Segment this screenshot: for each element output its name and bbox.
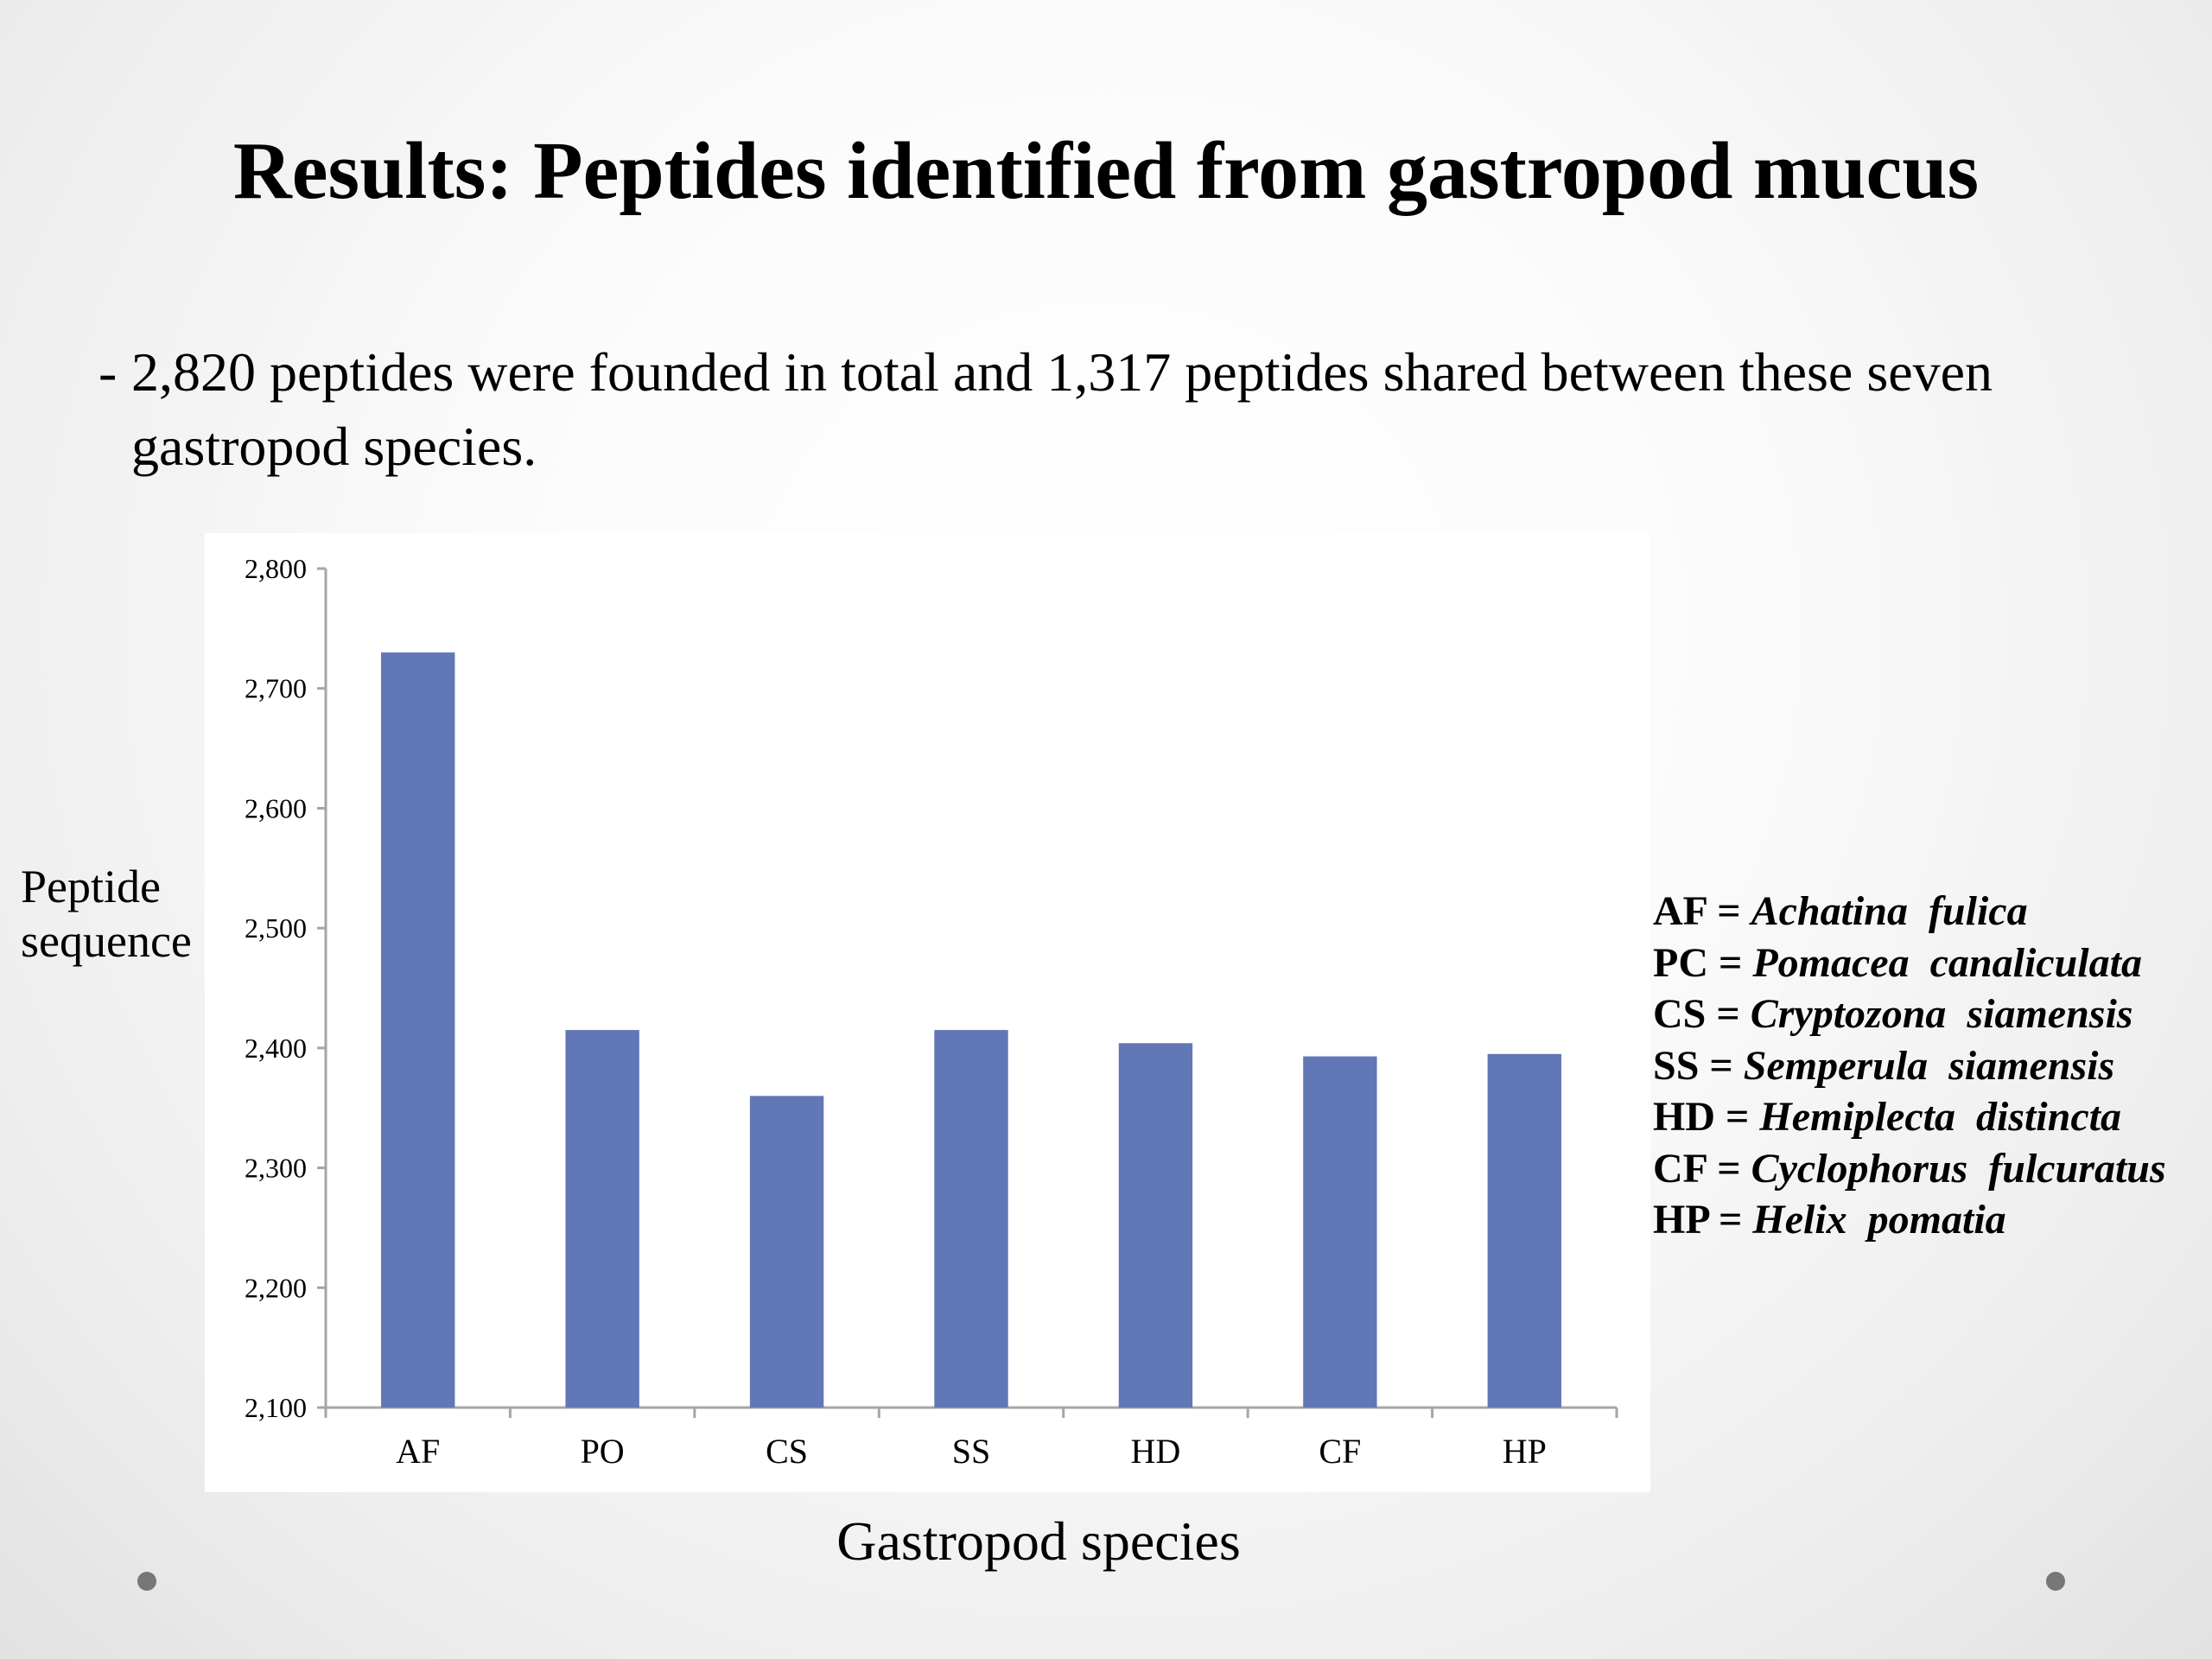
- slide-decoration-dot-right: [2046, 1572, 2065, 1591]
- x-axis-label: Gastropod species: [836, 1510, 1241, 1572]
- bar-cf: [1303, 1056, 1377, 1408]
- legend-species-name: Pomacea canaliculata: [1752, 939, 2142, 986]
- slide-title: Results: Peptides identified from gastro…: [232, 126, 1980, 216]
- bar-po: [565, 1030, 639, 1408]
- legend-species-name: Hemiplecta distincta: [1759, 1094, 2121, 1140]
- species-legend: AF = Achatina fulica PC = Pomacea canali…: [1653, 886, 2166, 1246]
- legend-species-name: Cyclophorus fulcuratus: [1751, 1145, 2166, 1192]
- legend-entry-pc: PC = Pomacea canaliculata: [1653, 938, 2166, 989]
- bullet-dash: -: [99, 341, 118, 403]
- x-tick-label: AF: [396, 1432, 440, 1471]
- legend-entry-hd: HD = Hemiplecta distincta: [1653, 1091, 2166, 1143]
- x-tick-label: SS: [952, 1432, 991, 1471]
- bar-hd: [1118, 1043, 1193, 1408]
- bar-cs: [749, 1096, 824, 1408]
- legend-code: PC =: [1653, 939, 1743, 986]
- y-axis-label: Peptide sequence: [21, 860, 192, 969]
- legend-species-name: Helix pomatia: [1752, 1197, 2006, 1243]
- legend-species-name: Semperula siamensis: [1743, 1042, 2115, 1089]
- y-tick-label: 2,200: [245, 1272, 307, 1303]
- bar-af: [381, 652, 455, 1408]
- legend-entry-af: AF = Achatina fulica: [1653, 886, 2166, 938]
- y-tick-label: 2,700: [245, 673, 307, 704]
- legend-entry-hp: HP = Helix pomatia: [1653, 1194, 2166, 1246]
- legend-code: HD =: [1653, 1094, 1750, 1140]
- bar-hp: [1487, 1053, 1561, 1408]
- bar-ss: [934, 1030, 1008, 1408]
- legend-species-name: Achatina fulica: [1751, 888, 2028, 934]
- x-tick-label: CS: [766, 1432, 808, 1471]
- legend-code: SS =: [1653, 1042, 1733, 1089]
- legend-species-name: Cryptozona siamensis: [1750, 991, 2133, 1037]
- chart-panel: 2,100 2,200 2,300 2,400 2,500 2,600 2,700 2,800…: [205, 533, 1650, 1492]
- legend-entry-cs: CS = Cryptozona siamensis: [1653, 988, 2166, 1040]
- legend-entry-ss: SS = Semperula siamensis: [1653, 1040, 2166, 1092]
- x-tick-label: PO: [581, 1432, 625, 1471]
- y-tick-label: 2,500: [245, 912, 307, 944]
- slide-decoration-dot-left: [137, 1572, 156, 1591]
- y-tick-label: 2,800: [245, 553, 307, 584]
- legend-code: CS =: [1653, 991, 1740, 1037]
- legend-code: CF =: [1653, 1145, 1741, 1192]
- bullet-text: 2,820 peptides were founded in total and…: [131, 341, 1993, 477]
- x-tick-label: CF: [1319, 1432, 1361, 1471]
- y-tick-label: 2,600: [245, 792, 307, 823]
- bar-chart: 2,100 2,200 2,300 2,400 2,500 2,600 2,700 2,800…: [245, 553, 1618, 1471]
- legend-code: AF =: [1653, 888, 1741, 934]
- x-tick-label: HD: [1131, 1432, 1181, 1471]
- y-axis-label-line-1: Peptide: [21, 861, 161, 912]
- y-tick-label: 2,400: [245, 1033, 307, 1064]
- legend-code: HP =: [1653, 1197, 1743, 1243]
- y-axis-label-line-2: sequence: [21, 915, 192, 967]
- bullet-point: - 2,820 peptides were founded in total a…: [99, 335, 2120, 484]
- x-tick-label: HP: [1503, 1432, 1547, 1471]
- y-tick-label: 2,100: [245, 1392, 307, 1423]
- y-tick-label: 2,300: [245, 1153, 307, 1184]
- legend-entry-cf: CF = Cyclophorus fulcuratus: [1653, 1143, 2166, 1195]
